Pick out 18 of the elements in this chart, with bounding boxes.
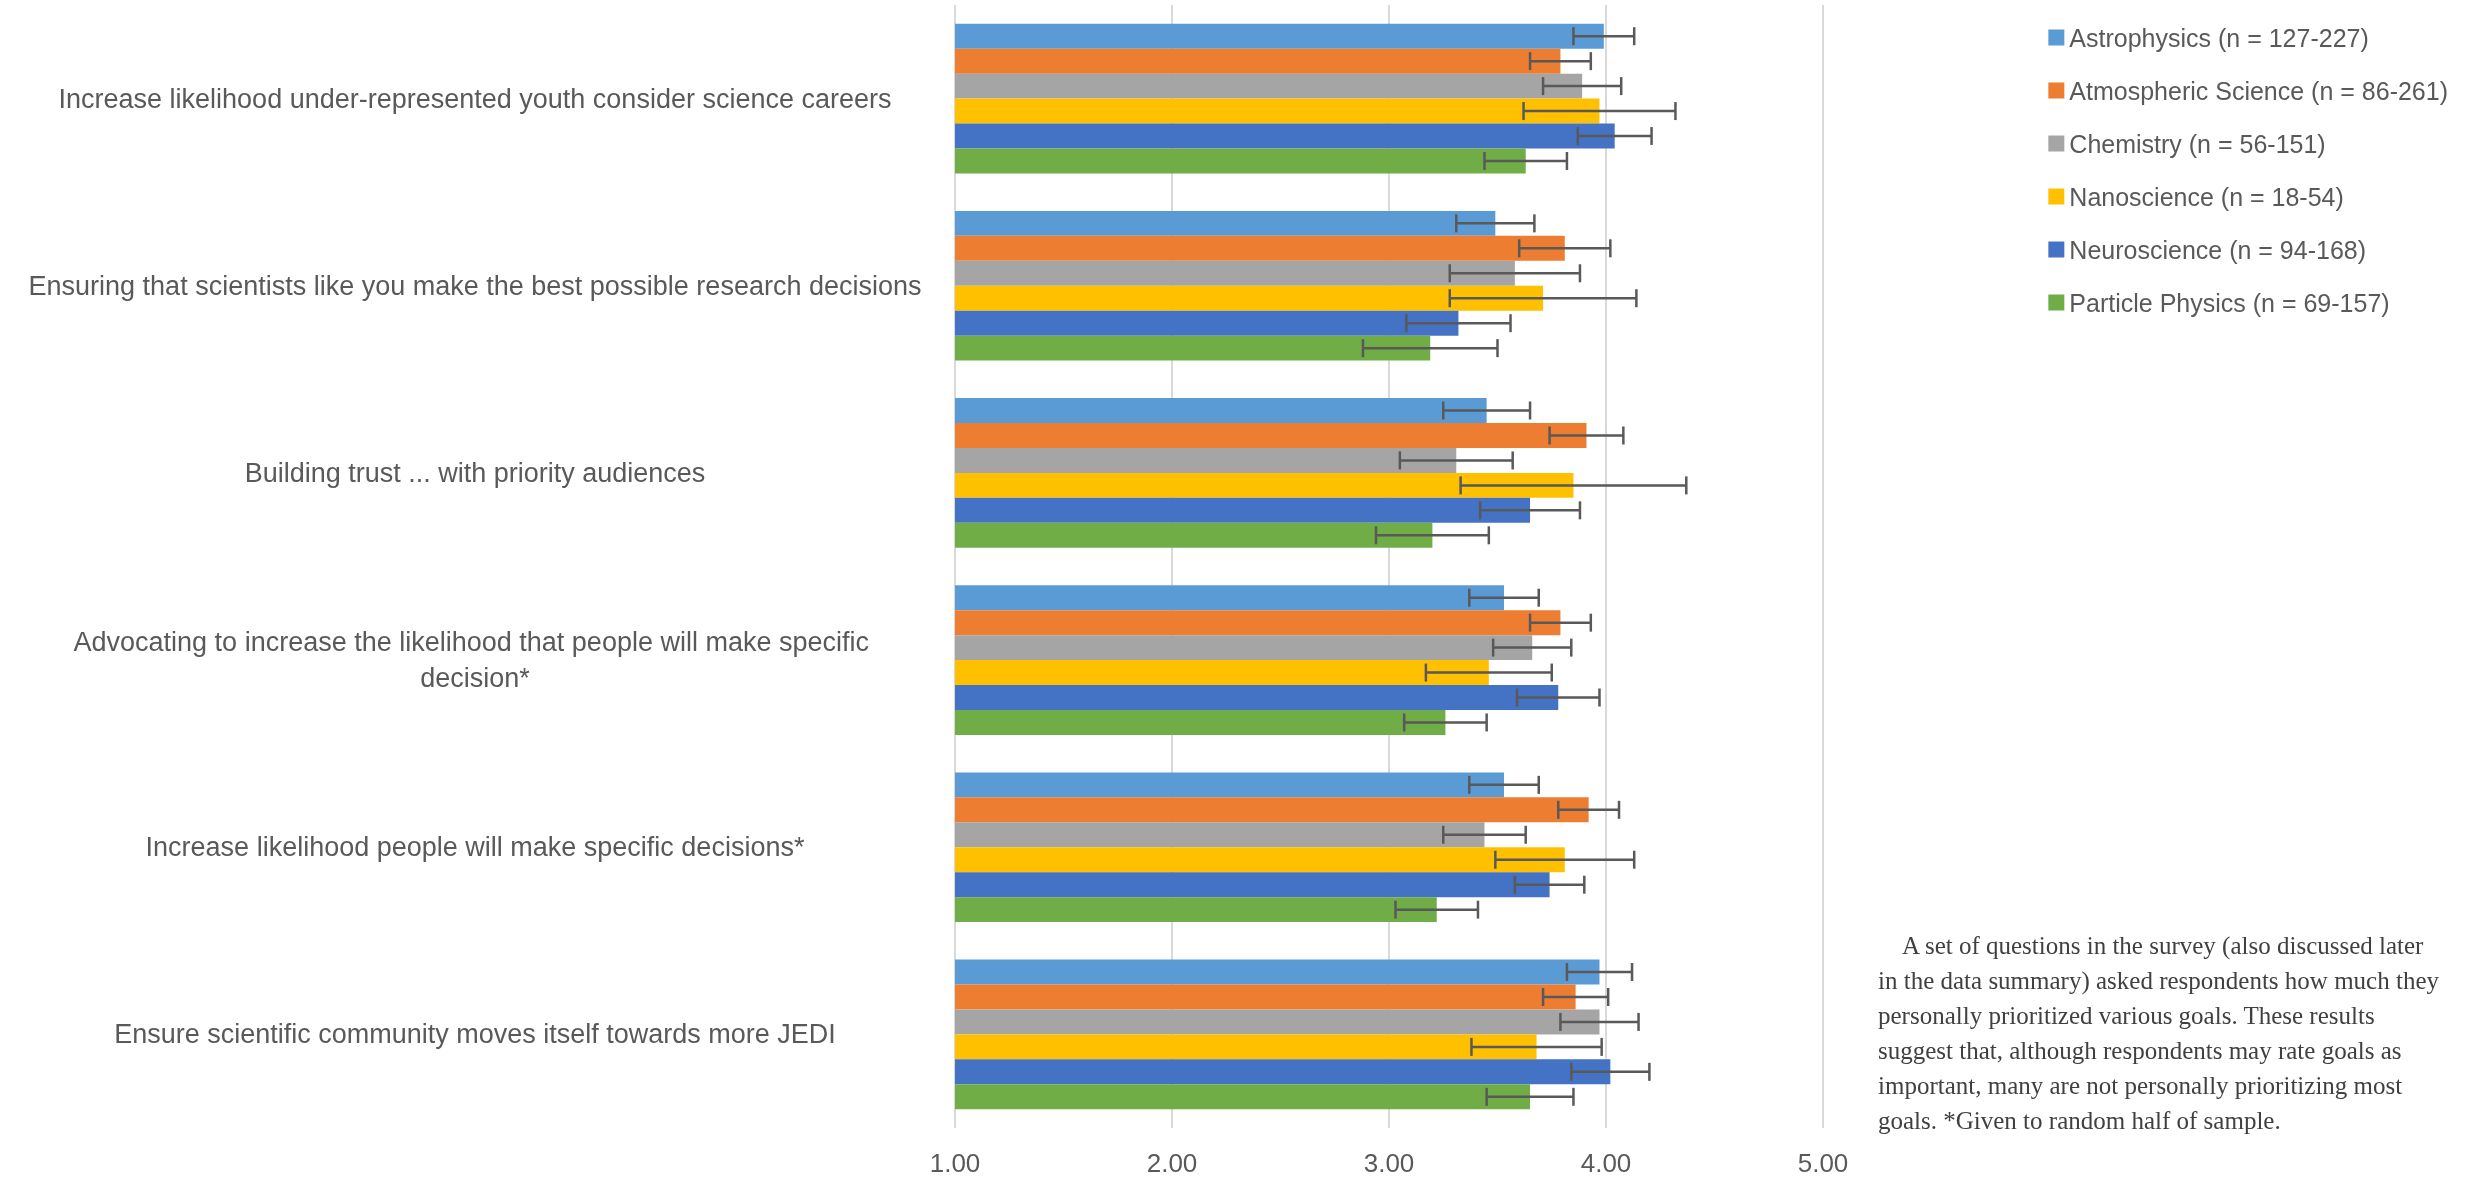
y-tick-label: Building trust ... with priority audiences <box>244 457 706 488</box>
x-tick-label: 1.00 <box>929 1148 981 1178</box>
legend-label: Particle Physics (n = 69-157) <box>2069 288 2390 317</box>
y-tick-label: Ensure scientific community moves itself towards more JEDI <box>114 1019 836 1050</box>
text: A set of questions in the survey (also discussed later in the data summary) asked respondents how much they personally prioritized various goals. These results suggest that, although respondents may rate goals as important, many are not personally prioritizing most goals. *Given to random half of sample. <box>1878 931 2440 1136</box>
x-tick-label: 4.00 <box>1580 1148 1632 1178</box>
y-tick-label: Advocating to increase the likelihood that people will make specific decision* <box>73 627 877 694</box>
legend-label: Chemistry (n = 56-151) <box>2069 129 2326 158</box>
x-tick-label: 5.00 <box>1797 1148 1849 1178</box>
x-tick-label: 2.00 <box>1146 1148 1198 1178</box>
x-tick-label: 3.00 <box>1363 1148 1415 1178</box>
legend-label: Nanoscience (n = 18-54) <box>2069 182 2344 211</box>
legend-label: Neuroscience (n = 94-168) <box>2069 235 2367 264</box>
y-tick-label: Increase likelihood people will make specific decisions* <box>145 832 805 863</box>
legend-label: Astrophysics (n = 127-227) <box>2069 23 2369 52</box>
y-tick-label: Increase likelihood under-represented youth consider science careers <box>58 83 892 114</box>
y-tick-label: Ensuring that scientists like you make the best possible research decisions <box>28 270 922 301</box>
legend-label: Atmospheric Science (n = 86-261) <box>2069 76 2449 105</box>
